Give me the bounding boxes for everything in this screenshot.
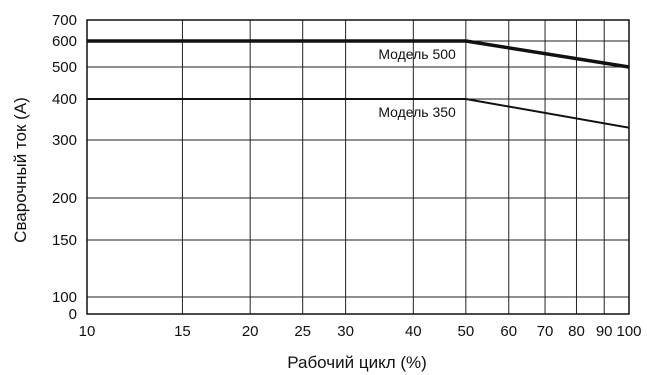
x-tick-label: 10 (79, 323, 96, 340)
y-tick-label: 700 (52, 12, 77, 29)
x-tick-label: 30 (337, 323, 354, 340)
y-tick-label: 400 (52, 91, 77, 108)
plot-frame (86, 19, 630, 315)
x-tick-label: 25 (294, 323, 311, 340)
x-tick-label: 70 (537, 323, 554, 340)
grid (86, 19, 630, 315)
plot-border (86, 19, 630, 315)
y-tick-label: 0 (69, 306, 77, 323)
x-tick-label: 50 (457, 323, 474, 340)
y-tick-label: 100 (52, 289, 77, 306)
series-label-1: Модель 500 (378, 46, 456, 62)
x-tick-label: 60 (500, 323, 517, 340)
x-axis-title: Рабочий цикл (%) (287, 353, 427, 372)
series-label-2: Модель 350 (378, 104, 456, 120)
series-line-1 (87, 39, 630, 69)
y-tick-label: 600 (52, 33, 77, 50)
x-tick-label: 15 (174, 323, 191, 340)
x-tick-label: 40 (405, 323, 422, 340)
y-tick-label: 200 (52, 190, 77, 207)
x-tick-label: 100 (616, 323, 641, 340)
x-tick-label: 90 (596, 323, 613, 340)
tick-labels: 10 15 20 25 30 40 50 60 70 80 90 100010015020030040… (52, 12, 642, 340)
x-tick-label: 20 (242, 323, 259, 340)
y-tick-label: 150 (52, 232, 77, 249)
y-tick-label: 500 (52, 59, 77, 76)
y-axis-title: Сварочный ток (А) (11, 97, 30, 243)
y-tick-label: 300 (52, 132, 77, 149)
series-line-2 (87, 98, 630, 129)
series-lines: Модель 500 Модель 350 (87, 39, 630, 129)
x-tick-label: 80 (568, 323, 585, 340)
